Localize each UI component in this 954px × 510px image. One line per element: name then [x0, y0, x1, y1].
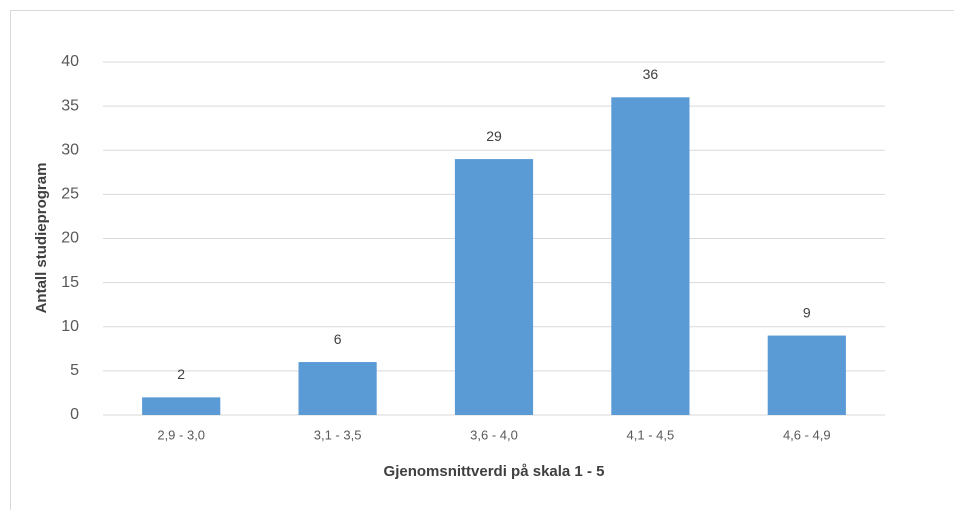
y-tick-label: 40	[61, 53, 79, 70]
data-label: 9	[803, 304, 811, 320]
bar	[767, 335, 846, 415]
x-tick-label: 4,6 - 4,9	[783, 427, 831, 442]
chart-border	[10, 10, 954, 510]
x-tick-label: 4,1 - 4,5	[627, 427, 675, 442]
y-tick-label: 20	[61, 230, 79, 247]
bar	[611, 97, 690, 416]
data-label: 29	[486, 128, 502, 144]
x-tick-label: 2,9 - 3,0	[157, 427, 205, 442]
x-tick-label: 3,6 - 4,0	[470, 427, 518, 442]
y-tick-label: 0	[70, 406, 79, 423]
x-tick-label: 3,1 - 3,5	[314, 427, 362, 442]
bar	[142, 397, 221, 415]
x-axis-title: Gjenomsnittverdi på skala 1 - 5	[384, 463, 605, 480]
y-axis-title: Antall studieprogram	[33, 163, 50, 314]
bar	[298, 362, 377, 415]
y-tick-label: 5	[70, 362, 79, 379]
y-tick-label: 30	[61, 141, 79, 158]
bar	[454, 159, 534, 415]
data-label: 2	[177, 366, 185, 382]
y-tick-label: 10	[61, 318, 79, 335]
data-label: 36	[643, 66, 659, 82]
y-tick-label: 25	[61, 186, 79, 203]
y-tick-label: 15	[61, 274, 79, 291]
y-tick-label: 35	[61, 97, 79, 114]
data-label: 6	[334, 331, 342, 347]
